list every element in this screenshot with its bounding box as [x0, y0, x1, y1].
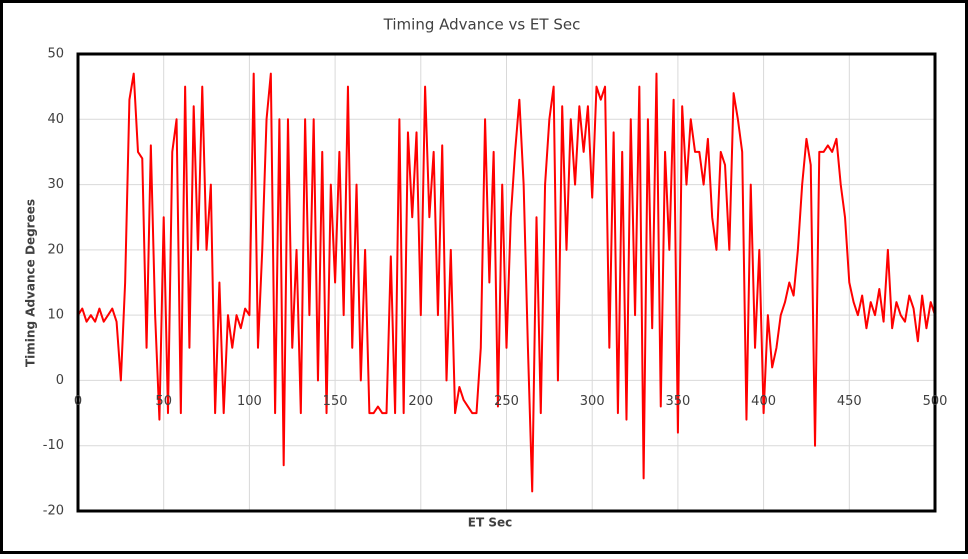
- x-tick-label: 50: [155, 394, 172, 409]
- x-tick-label: 150: [323, 394, 348, 409]
- x-tick-label: 200: [408, 394, 433, 409]
- y-tick-label: 10: [47, 308, 64, 323]
- x-axis-label: ET Sec: [468, 516, 512, 530]
- x-tick-label: 250: [494, 394, 519, 409]
- plot-border: [76, 52, 937, 513]
- y-tick-label: -20: [43, 504, 64, 519]
- y-axis-label: Timing Advance Degrees: [24, 199, 38, 367]
- y-tick-label: 30: [47, 177, 64, 192]
- y-tick-label: -10: [43, 438, 64, 453]
- x-tick-label: 450: [837, 394, 862, 409]
- y-tick-label: 20: [47, 242, 64, 257]
- y-tick-label: 0: [56, 373, 64, 388]
- x-tick-label: 300: [580, 394, 605, 409]
- x-tick-label: 0: [74, 394, 82, 409]
- plot: [77, 72, 936, 493]
- x-tick-label: 100: [237, 394, 262, 409]
- x-tick-label: 500: [923, 394, 948, 409]
- y-tick-label: 50: [47, 47, 64, 62]
- y-tick-label: 40: [47, 112, 64, 127]
- chart-title: Timing Advance vs ET Sec: [383, 16, 581, 34]
- x-tick-label: 400: [751, 394, 776, 409]
- x-tick-label: 350: [665, 394, 690, 409]
- data-line: [77, 72, 936, 493]
